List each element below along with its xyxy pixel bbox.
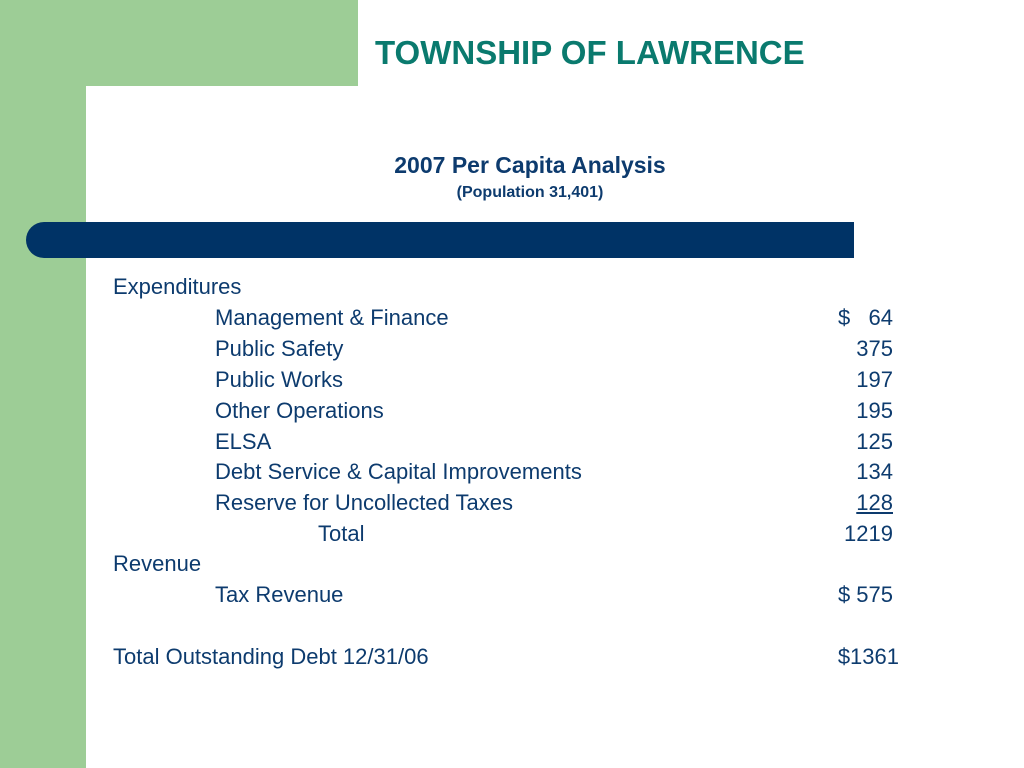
expenditures-total-label: Total [318,521,365,546]
expense-amount-debt-service: 134 [856,459,893,484]
content-panel [86,86,1024,768]
expense-amount-public-safety: 375 [856,336,893,361]
expense-label-management: Management & Finance [215,305,449,330]
expense-label-other-operations: Other Operations [215,398,384,423]
outstanding-debt-amount: $1361 [837,644,899,669]
expense-amount-reserve: 128 [856,490,893,515]
expense-label-elsa: ELSA [215,429,272,454]
expense-amount-public-works: 197 [856,367,893,392]
expense-label-reserve: Reserve for Uncollected Taxes [215,490,513,515]
expense-amount-management: $ 64 [837,305,893,330]
population-note: (Population 31,401) [456,184,604,201]
analysis-subtitle: 2007 Per Capita Analysis [394,152,666,178]
tax-revenue-label: Tax Revenue [215,582,344,607]
expenditures-heading: Expenditures [113,274,242,299]
page-title: TOWNSHIP OF LAWRENCE [375,34,805,71]
expense-amount-elsa: 125 [856,429,893,454]
green-side-strip [0,0,86,768]
revenue-heading: Revenue [113,551,202,576]
expenditures-total-amount: 1219 [844,521,893,546]
outstanding-debt-label: Total Outstanding Debt 12/31/06 [113,644,429,669]
tax-revenue-amount: $ 575 [837,582,893,607]
expense-label-public-safety: Public Safety [215,336,344,361]
expense-label-public-works: Public Works [215,367,343,392]
expense-amount-other-operations: 195 [856,398,893,423]
expense-label-debt-service: Debt Service & Capital Improvements [215,459,582,484]
navy-divider-bar [26,222,854,258]
